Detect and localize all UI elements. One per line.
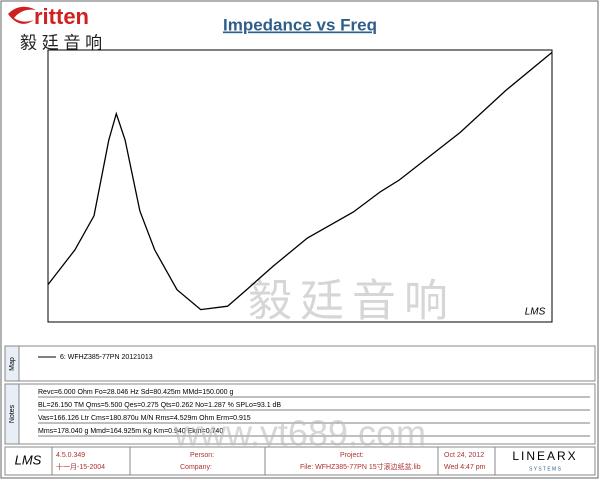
logo-cn: 毅 廷 音 响 <box>20 33 102 52</box>
chart-title: Impedance vs Freq <box>223 15 377 34</box>
footer <box>4 446 596 476</box>
logo: ritten <box>34 4 89 29</box>
watermark: 毅廷音响 <box>248 277 456 326</box>
footer-logo: LMS <box>15 452 42 467</box>
note-line: BL=26.150 TM Qms=5.500 Qes=0.275 Qts=0.2… <box>38 402 281 409</box>
brand-sub: S Y S T E M S <box>529 466 562 472</box>
notes-tab <box>4 383 20 445</box>
map-label: Map <box>9 357 16 371</box>
person: Person: <box>190 452 214 459</box>
note-line: Mms=178.040 g Mmd=164.925m Kg Km=0.940 E… <box>38 428 223 435</box>
note-line: Revc=6.000 Ohm Fo=28.046 Hz Sd=80.425m M… <box>38 389 233 396</box>
date: Oct 24, 2012 <box>444 452 484 459</box>
map-panel <box>4 345 596 382</box>
logo-swoosh <box>8 6 36 24</box>
project: Project: <box>340 452 364 459</box>
impedance-line <box>47 51 553 311</box>
notes-label: Notes <box>9 404 16 423</box>
map-tab <box>4 345 20 382</box>
time: Wed 4:47 pm <box>444 464 486 471</box>
file: File: WFHZ385-77PN 15寸滚边纸盆.lib <box>300 462 421 471</box>
notes-panel <box>4 383 596 445</box>
brand: LINEARX <box>512 449 577 463</box>
legend-entry: 6: WFHZ385-77PN 20121013 <box>60 354 153 361</box>
company: Company: <box>180 464 212 471</box>
note-line: Vas=166.126 Ltr Cms=180.870u M/N Rms=4.5… <box>38 415 251 422</box>
build-date: 十一月-15-2004 <box>56 462 105 471</box>
plot-mark: LMS <box>525 307 546 318</box>
plot-area <box>47 49 553 323</box>
version: 4.5.0.349 <box>56 452 85 459</box>
